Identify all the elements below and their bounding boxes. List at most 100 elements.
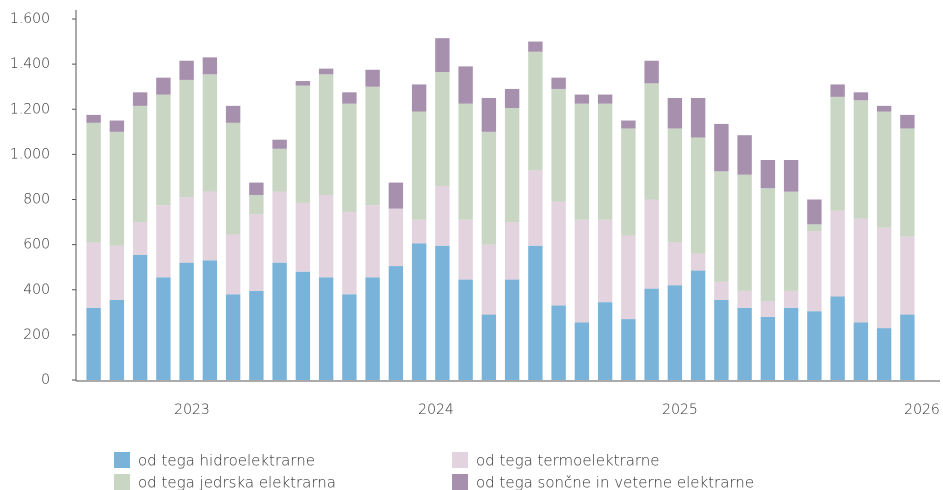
bar-segment bbox=[807, 311, 822, 380]
bar-segment bbox=[621, 120, 636, 129]
bar-segment bbox=[900, 236, 915, 315]
bar-segment bbox=[783, 290, 799, 308]
bar-segment bbox=[714, 171, 729, 282]
bar-segment bbox=[202, 74, 218, 192]
bar-segment bbox=[574, 94, 590, 104]
bar-segment bbox=[295, 202, 311, 272]
bar-segment bbox=[876, 227, 892, 329]
y-tick-label: 400 bbox=[23, 282, 50, 298]
bar-segment bbox=[295, 81, 311, 86]
bar-segment bbox=[737, 135, 752, 175]
bar-segment bbox=[551, 77, 566, 89]
bar-segment bbox=[574, 103, 590, 220]
bar-segment bbox=[481, 97, 497, 132]
y-tick-label: 600 bbox=[23, 237, 50, 253]
bar-segment bbox=[435, 185, 450, 246]
bar-segment bbox=[295, 85, 311, 203]
y-tick-label: 200 bbox=[23, 327, 50, 343]
bar-segment bbox=[481, 131, 497, 245]
bar-segment bbox=[435, 38, 450, 73]
bar-segment bbox=[86, 114, 101, 123]
bar-segment bbox=[342, 103, 357, 212]
bar-segment bbox=[225, 122, 241, 235]
bar-segment bbox=[528, 51, 543, 171]
bar-segment bbox=[295, 271, 311, 380]
bar-segment bbox=[900, 128, 915, 237]
bar-segment bbox=[551, 305, 566, 380]
bar-segment bbox=[272, 262, 287, 380]
bar-segment bbox=[574, 219, 590, 323]
bar-segment bbox=[272, 191, 287, 263]
bar-segment bbox=[690, 253, 706, 271]
bar-segment bbox=[365, 86, 380, 206]
bar-segment bbox=[272, 139, 287, 149]
bar-segment bbox=[318, 194, 334, 278]
bar-segment bbox=[225, 234, 241, 295]
bar-segment bbox=[435, 245, 450, 380]
legend-swatch bbox=[114, 474, 130, 490]
y-tick-label: 1.200 bbox=[10, 101, 50, 117]
bar-segment bbox=[342, 92, 357, 104]
bar-segment bbox=[458, 219, 473, 280]
bar-segment bbox=[202, 191, 218, 261]
bar-segment bbox=[830, 210, 845, 297]
bar-segment bbox=[714, 281, 729, 300]
bar-segment bbox=[551, 88, 566, 202]
bar-segment bbox=[644, 60, 659, 84]
bar-segment bbox=[690, 137, 706, 254]
bar-segment bbox=[667, 128, 683, 243]
legend-label: od tega termoelektrarne bbox=[476, 452, 660, 470]
bar-segment bbox=[179, 79, 194, 198]
bar-segment bbox=[644, 288, 659, 380]
bar-segment bbox=[249, 182, 264, 195]
legend-swatch bbox=[452, 474, 468, 490]
bar-segment bbox=[156, 205, 171, 278]
bar-segment bbox=[807, 224, 822, 232]
bar-segment bbox=[202, 57, 218, 75]
y-tick-label: 1.400 bbox=[10, 56, 50, 72]
bar-segment bbox=[388, 266, 404, 380]
bar-segment bbox=[179, 262, 194, 380]
bar-segment bbox=[621, 235, 636, 320]
bar-segment bbox=[411, 243, 427, 380]
bar-segment bbox=[342, 211, 357, 295]
bar-segment bbox=[760, 301, 776, 317]
bar-segment bbox=[853, 92, 869, 101]
bar-segment bbox=[714, 299, 729, 380]
bar-segment bbox=[853, 322, 869, 380]
bar-segment bbox=[737, 174, 752, 291]
bar-segment bbox=[411, 219, 427, 244]
bar-segment bbox=[202, 260, 218, 380]
bar-segment bbox=[807, 199, 822, 225]
bar-segment bbox=[365, 205, 380, 278]
bar-segment bbox=[225, 105, 241, 123]
bar-segment bbox=[690, 97, 706, 138]
bar-segment bbox=[807, 231, 822, 312]
bar-segment bbox=[504, 88, 520, 109]
bar-segment bbox=[156, 277, 171, 380]
bar-segment bbox=[249, 194, 264, 215]
bar-segment bbox=[597, 219, 613, 303]
bar-segment bbox=[318, 74, 334, 195]
bar-segment bbox=[644, 199, 659, 289]
bar-segment bbox=[621, 128, 636, 236]
y-tick-label: 1.600 bbox=[10, 11, 50, 27]
bar-segment bbox=[179, 60, 194, 80]
bar-segment bbox=[690, 270, 706, 380]
bar-segment bbox=[830, 96, 845, 211]
bar-segment bbox=[853, 218, 869, 323]
bar-segment bbox=[411, 111, 427, 220]
bar-segment bbox=[179, 197, 194, 263]
x-tick-label: 2024 bbox=[418, 402, 454, 418]
bar-segment bbox=[830, 296, 845, 380]
bar-segment bbox=[528, 245, 543, 380]
bar-segment bbox=[318, 68, 334, 75]
y-tick-label: 0 bbox=[41, 372, 50, 388]
bar-segment bbox=[109, 245, 125, 300]
bar-segment bbox=[481, 244, 497, 315]
bar-segment bbox=[760, 160, 776, 189]
bar-segment bbox=[156, 94, 171, 206]
bar-segment bbox=[388, 182, 404, 209]
bar-segment bbox=[667, 97, 683, 129]
